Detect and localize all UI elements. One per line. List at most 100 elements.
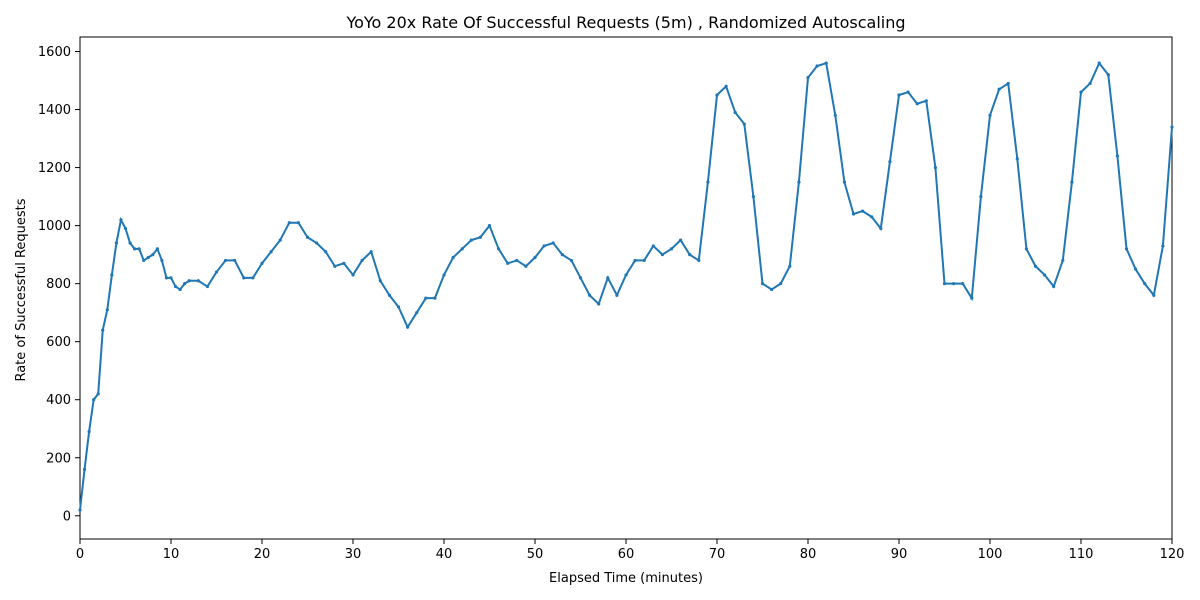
data-point bbox=[178, 287, 182, 292]
data-point bbox=[624, 273, 628, 277]
y-tick-label: 600 bbox=[46, 335, 71, 350]
data-point bbox=[137, 247, 141, 251]
data-point bbox=[233, 258, 237, 263]
y-tick-label: 0 bbox=[63, 509, 71, 524]
data-point bbox=[506, 261, 510, 265]
data-point bbox=[633, 258, 637, 263]
data-point bbox=[606, 276, 610, 280]
data-point bbox=[715, 93, 719, 97]
data-point bbox=[851, 212, 856, 216]
data-point bbox=[751, 194, 756, 199]
data-point bbox=[1134, 267, 1138, 271]
data-point bbox=[870, 215, 874, 219]
data-point bbox=[160, 258, 164, 263]
data-point bbox=[78, 508, 82, 512]
y-axis-label: Rate of Successful Requests bbox=[14, 198, 29, 381]
data-point bbox=[679, 238, 683, 242]
x-axis-ticks: 0 10 20 30 40 50 60 70 80 90 100 110 120 bbox=[76, 539, 1185, 562]
data-point bbox=[551, 241, 555, 245]
y-tick-label: 1200 bbox=[38, 161, 71, 176]
data-point bbox=[806, 76, 810, 80]
data-point bbox=[114, 241, 118, 245]
data-point bbox=[151, 253, 155, 257]
data-point bbox=[742, 122, 746, 126]
data-point bbox=[897, 93, 901, 97]
data-point bbox=[242, 276, 246, 280]
x-tick-label: 120 bbox=[1160, 547, 1185, 562]
data-point bbox=[142, 258, 146, 263]
data-point bbox=[915, 102, 919, 106]
data-point bbox=[469, 238, 473, 242]
data-point bbox=[1006, 81, 1010, 86]
data-point bbox=[815, 64, 819, 68]
data-point bbox=[187, 279, 191, 283]
data-point bbox=[342, 261, 346, 265]
data-point bbox=[706, 180, 710, 184]
data-point bbox=[961, 282, 965, 286]
data-point bbox=[351, 273, 355, 277]
data-point bbox=[1024, 247, 1028, 251]
data-point bbox=[1097, 61, 1101, 65]
data-point bbox=[970, 296, 974, 300]
data-point bbox=[110, 273, 114, 277]
data-point bbox=[269, 250, 273, 254]
data-point bbox=[387, 293, 391, 297]
data-point bbox=[251, 276, 255, 280]
data-point bbox=[224, 258, 228, 263]
data-point bbox=[164, 276, 169, 280]
data-point bbox=[96, 392, 100, 396]
x-tick-label: 100 bbox=[978, 547, 1003, 562]
x-tick-label: 70 bbox=[709, 547, 726, 562]
data-point bbox=[770, 287, 774, 292]
data-point bbox=[123, 226, 128, 231]
data-point bbox=[287, 221, 291, 225]
plot-frame bbox=[79, 36, 1173, 540]
data-point bbox=[1106, 73, 1110, 77]
data-point bbox=[651, 244, 655, 248]
data-point bbox=[842, 180, 847, 184]
data-point bbox=[460, 247, 464, 251]
data-point bbox=[487, 224, 492, 228]
data-point bbox=[1052, 284, 1056, 289]
data-point bbox=[1170, 125, 1174, 129]
x-tick-label: 40 bbox=[436, 547, 453, 562]
data-point bbox=[205, 284, 209, 289]
data-point bbox=[360, 258, 364, 263]
data-point bbox=[87, 430, 91, 434]
y-tick-label: 1000 bbox=[38, 219, 71, 234]
data-point bbox=[952, 282, 956, 286]
data-point bbox=[1061, 258, 1065, 263]
data-point bbox=[155, 247, 159, 251]
data-point bbox=[1161, 244, 1165, 248]
data-point bbox=[406, 325, 410, 329]
data-point bbox=[305, 235, 310, 239]
data-point bbox=[1043, 273, 1047, 277]
data-point bbox=[1088, 81, 1092, 86]
data-point bbox=[724, 84, 728, 88]
x-tick-label: 60 bbox=[618, 547, 635, 562]
data-point bbox=[369, 250, 373, 254]
data-point bbox=[1079, 90, 1083, 94]
data-point bbox=[396, 305, 401, 309]
y-tick-label: 1400 bbox=[38, 103, 71, 118]
y-tick-label: 1600 bbox=[38, 45, 71, 60]
data-point bbox=[797, 180, 801, 184]
data-point bbox=[173, 284, 178, 289]
data-point bbox=[101, 328, 105, 332]
data-point bbox=[82, 467, 87, 471]
data-point bbox=[988, 113, 992, 117]
data-point bbox=[515, 258, 519, 263]
data-point bbox=[119, 218, 123, 222]
x-tick-label: 10 bbox=[163, 547, 180, 562]
data-point bbox=[824, 61, 828, 65]
data-point bbox=[433, 296, 437, 300]
x-tick-label: 0 bbox=[76, 547, 84, 562]
data-point bbox=[979, 194, 983, 199]
data-point bbox=[1115, 154, 1119, 158]
y-tick-label: 400 bbox=[46, 393, 71, 408]
data-point bbox=[733, 110, 737, 115]
data-point bbox=[214, 270, 219, 274]
data-point bbox=[888, 160, 892, 164]
data-point bbox=[260, 261, 264, 265]
